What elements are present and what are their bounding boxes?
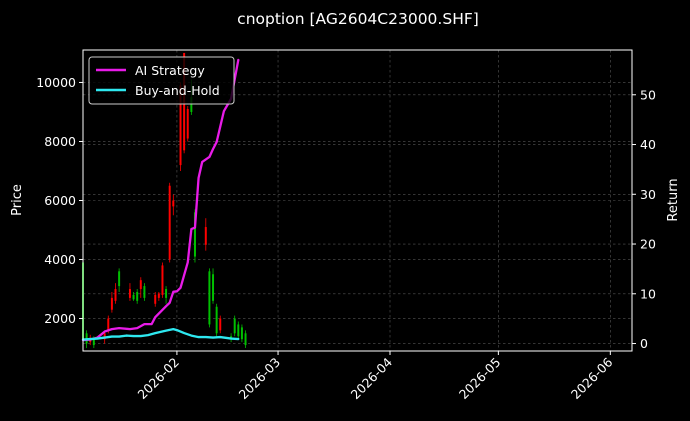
candle-body [219, 318, 222, 331]
grid [83, 50, 632, 351]
candle-body [208, 271, 211, 325]
candle-body [244, 333, 247, 346]
candle-body [204, 227, 207, 245]
candle-body [157, 293, 160, 298]
candle-body [114, 289, 117, 301]
candle-body [186, 109, 189, 139]
candle-body [132, 294, 135, 300]
candle-body [233, 318, 236, 334]
y-tick-label: 10000 [36, 75, 76, 90]
y2-axis-title: Return [666, 178, 681, 221]
candle-body [136, 291, 139, 301]
candle-body [161, 265, 164, 295]
y-axis-ticks: 2000 4000 6000 8000 10000 [36, 75, 83, 326]
y-tick-label: 6000 [44, 193, 76, 208]
y2-tick-label: 20 [640, 237, 656, 252]
y2-tick-label: 0 [640, 336, 648, 351]
y-tick-label: 8000 [44, 134, 76, 149]
y-tick-label: 4000 [44, 252, 76, 267]
y-tick-label: 2000 [44, 311, 76, 326]
y2-tick-label: 40 [640, 137, 656, 152]
candle-body [110, 297, 113, 310]
series-line-ai-strategy [81, 58, 240, 342]
legend-label-ai-strategy: AI Strategy [135, 63, 205, 78]
legend-label-buy-and-hold: Buy-and-Hold [135, 83, 220, 98]
candle-body [179, 85, 182, 166]
series-line-buy-and-hold [81, 327, 240, 341]
candle-body [215, 306, 218, 334]
y2-axis-ticks: 0 10 20 30 40 50 [632, 87, 656, 351]
candle-body [154, 294, 157, 304]
chart-title: cnoption [AG2604C23000.SHF] [237, 10, 479, 28]
candle-body [240, 327, 243, 340]
candle-body [92, 337, 95, 346]
candle-body [165, 289, 168, 298]
y2-tick-label: 50 [640, 87, 656, 102]
candle-body [172, 200, 175, 207]
candle-body [143, 286, 146, 298]
y-axis-title: Price [10, 184, 25, 216]
candle-body [139, 280, 142, 290]
candle-body [128, 289, 131, 298]
candle-body [118, 271, 121, 287]
y2-tick-label: 30 [640, 187, 656, 202]
candle-body [237, 324, 240, 337]
candle-body [193, 212, 196, 257]
candle-body [212, 274, 215, 301]
legend: AI Strategy Buy-and-Hold [88, 56, 235, 105]
y2-tick-label: 10 [640, 286, 656, 301]
series-lines [81, 58, 240, 342]
candle-body [190, 97, 193, 112]
candle-body [107, 318, 110, 331]
candle-body [168, 185, 171, 260]
candle-body [103, 333, 106, 340]
